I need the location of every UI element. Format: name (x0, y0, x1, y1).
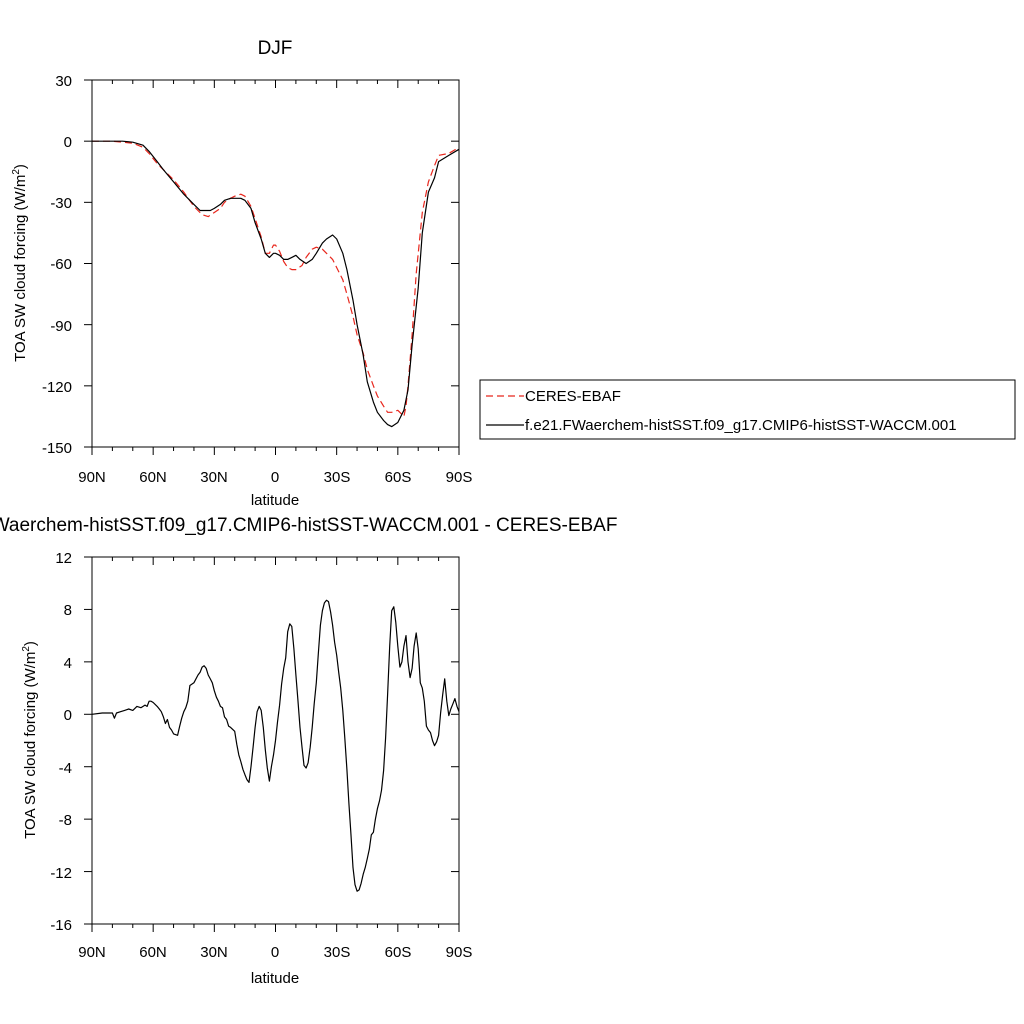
bottom-y-tick-label: -16 (50, 917, 72, 934)
bottom-y-tick-label: -4 (59, 760, 72, 777)
top-series-line-1 (92, 140, 460, 428)
top-plot-series (92, 140, 460, 428)
top-y-axis-title-end: ) (12, 164, 29, 169)
top-y-axis-title-sup: 2 (11, 169, 22, 175)
bottom-x-tick-label: 0 (271, 944, 279, 961)
top-x-tick-label: 30N (200, 469, 228, 486)
bottom-ticks (84, 556, 460, 932)
legend-label-obs: CERES-EBAF (525, 388, 621, 405)
bottom-y-axis-title: TOA SW cloud forcing (W/m2) (21, 641, 39, 839)
legend: CERES-EBAF f.e21.FWaerchem-histSST.f09_g… (479, 379, 1016, 440)
top-series-line-0 (92, 140, 460, 417)
top-y-axis-title: TOA SW cloud forcing (W/m2) (11, 164, 29, 362)
bottom-panel: f.e21.FWaerchem-histSST.f09_g17.CMIP6-hi… (0, 515, 617, 987)
top-y-tick-label: -30 (50, 195, 72, 212)
bottom-y-tick-label: 8 (64, 602, 72, 619)
bottom-y-tick-label: -12 (50, 865, 72, 882)
top-panel: DJF 90N 60N 30N 0 30S 60S 90S 30 0 -30 -… (11, 38, 472, 509)
bottom-y-tick-labels: 12 8 4 0 -4 -8 -12 -16 (50, 550, 72, 934)
bottom-x-tick-label: 30N (200, 944, 228, 961)
bottom-x-tick-label: 90S (446, 944, 473, 961)
bottom-x-tick-label: 30S (324, 944, 351, 961)
bottom-x-tick-labels: 90N 60N 30N 0 30S 60S 90S (78, 944, 472, 961)
top-x-tick-label: 30S (324, 469, 351, 486)
bottom-y-axis-title-sup: 2 (21, 646, 32, 652)
top-x-tick-label: 60N (139, 469, 167, 486)
top-plot-frame (91, 79, 460, 448)
top-y-tick-label: -120 (42, 379, 72, 396)
legend-label-model: f.e21.FWaerchem-histSST.f09_g17.CMIP6-hi… (525, 417, 957, 434)
legend-box (479, 379, 1016, 440)
bottom-x-tick-label: 60S (385, 944, 412, 961)
bottom-y-tick-label: -8 (59, 812, 72, 829)
bottom-x-tick-label: 60N (139, 944, 167, 961)
bottom-series-line-0 (91, 599, 460, 892)
bottom-x-axis-title: latitude (251, 970, 299, 987)
top-x-tick-label: 90S (446, 469, 473, 486)
top-x-tick-labels: 90N 60N 30N 0 30S 60S 90S (78, 469, 472, 486)
bottom-chart-title: f.e21.FWaerchem-histSST.f09_g17.CMIP6-hi… (0, 515, 617, 536)
bottom-y-axis-title-end: ) (22, 641, 39, 646)
top-chart-title: DJF (258, 38, 293, 59)
bottom-y-tick-label: 0 (64, 707, 72, 724)
top-x-tick-label: 0 (271, 469, 279, 486)
bottom-x-tick-label: 90N (78, 944, 106, 961)
bottom-y-tick-label: 12 (55, 550, 72, 567)
top-y-tick-label: 30 (55, 73, 72, 90)
top-y-tick-label: -150 (42, 440, 72, 457)
top-y-tick-label: -90 (50, 318, 72, 335)
bottom-y-axis-title-main: TOA SW cloud forcing (W/m (22, 652, 39, 839)
top-x-tick-label: 60S (385, 469, 412, 486)
top-y-tick-label: -60 (50, 256, 72, 273)
top-y-tick-label: 0 (64, 134, 72, 151)
top-ticks (84, 79, 460, 455)
top-x-axis-title: latitude (251, 492, 299, 509)
top-x-tick-label: 90N (78, 469, 106, 486)
bottom-plot-series (91, 599, 460, 892)
top-y-axis-title-main: TOA SW cloud forcing (W/m (12, 175, 29, 362)
top-y-tick-labels: 30 0 -30 -60 -90 -120 -150 (42, 73, 72, 457)
bottom-y-tick-label: 4 (64, 655, 72, 672)
